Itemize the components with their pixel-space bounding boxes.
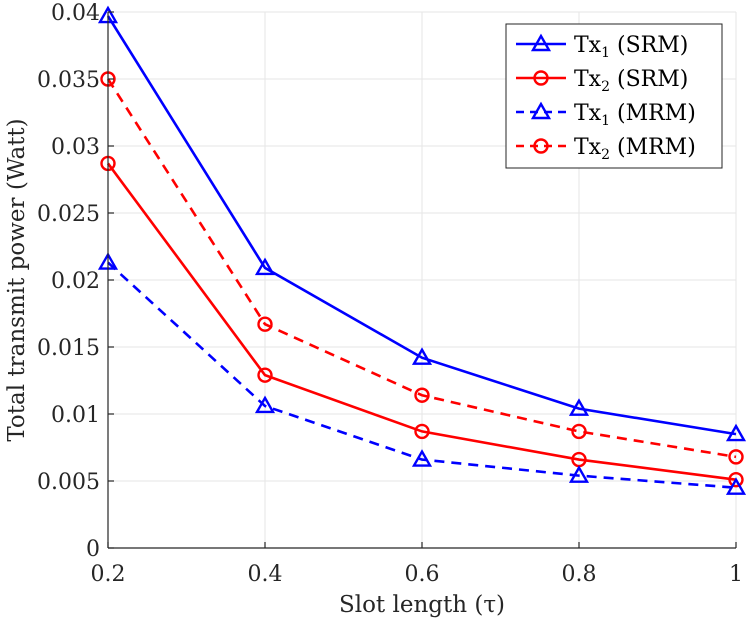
data-point — [725, 423, 747, 442]
y-tick-label: 0.005 — [37, 470, 100, 495]
data-point — [725, 477, 747, 495]
legend-entry: Tx2 (SRM) — [516, 67, 688, 95]
legend-marker — [530, 33, 552, 52]
data-point — [254, 395, 276, 414]
legend-entry: Tx1 (SRM) — [516, 33, 688, 61]
legend-marker — [533, 70, 549, 86]
legend-label: Tx1 (SRM) — [574, 33, 688, 61]
y-tick-label: 0.04 — [51, 1, 100, 26]
legend-label: Tx2 (SRM) — [574, 67, 688, 95]
y-tick-label: 0.01 — [51, 403, 100, 428]
y-tick-label: 0.02 — [51, 269, 100, 294]
x-tick-label: 0.6 — [405, 562, 440, 587]
data-point — [411, 449, 433, 467]
data-point — [728, 449, 744, 465]
axes — [107, 11, 737, 549]
x-tick-label: 0.2 — [91, 562, 126, 587]
tick-labels: 0.2 0.4 0.6 0.8 1 0 0.005 0.01 0.015 0.02 0.025 0.0… — [37, 1, 743, 587]
legend: Tx1 (SRM) Tx2 (SRM) Tx1 (MRM) Tx2 (MRM) — [505, 23, 723, 169]
legend-entry: Tx1 (MRM) — [516, 101, 696, 129]
x-tick-label: 0.8 — [562, 562, 597, 587]
y-tick-label: 0.025 — [37, 202, 100, 227]
legend-box — [505, 23, 723, 169]
x-tick-label: 1 — [729, 562, 743, 587]
legend-marker — [530, 101, 552, 120]
y-tick-label: 0.03 — [51, 135, 100, 160]
data-point — [568, 465, 590, 483]
legend-label: Tx1 (MRM) — [574, 101, 696, 129]
legend-entry: Tx2 (MRM) — [516, 135, 696, 163]
y-tick-label: 0 — [86, 537, 100, 562]
legend-label: Tx2 (MRM) — [574, 135, 696, 163]
data-point — [411, 347, 433, 365]
y-tick-label: 0.035 — [37, 68, 100, 93]
data-point — [728, 471, 744, 488]
x-tick-label: 0.4 — [248, 562, 283, 587]
data-point — [254, 257, 276, 276]
data-point — [568, 398, 590, 416]
data-point — [414, 423, 430, 440]
series-line — [106, 78, 737, 459]
y-axis-label: Total transmit power (Watt) — [4, 118, 30, 441]
data-point — [571, 423, 587, 440]
series-line — [107, 261, 737, 489]
series-group — [97, 5, 747, 495]
data-point — [414, 387, 430, 403]
series-line — [106, 162, 737, 481]
series-line — [106, 15, 737, 436]
y-tick-label: 0.015 — [37, 336, 100, 361]
data-point — [257, 367, 273, 383]
legend-marker — [533, 138, 549, 154]
data-point — [257, 316, 273, 332]
x-axis-label: Slot length (τ) — [339, 592, 505, 618]
